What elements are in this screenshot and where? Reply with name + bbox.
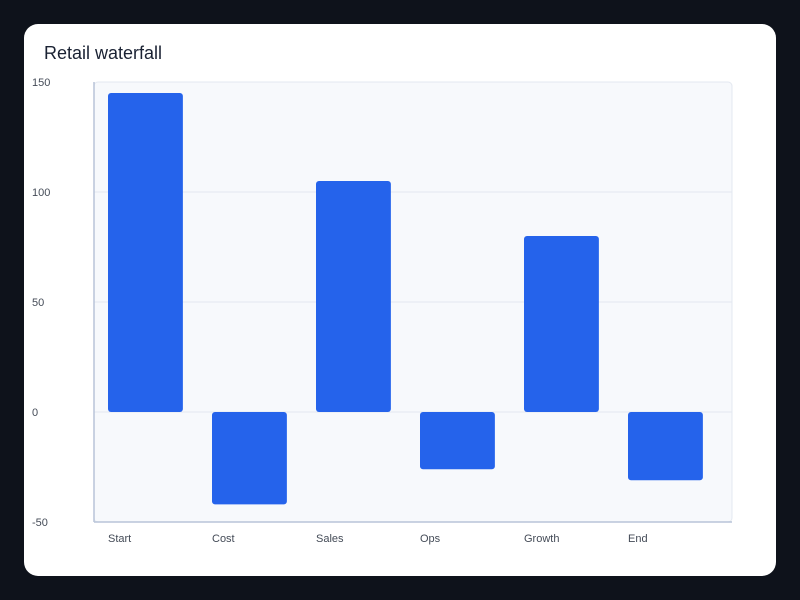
bar: [420, 412, 495, 470]
x-tick-label: End: [628, 533, 648, 545]
y-tick-label: -50: [32, 517, 48, 529]
y-tick-label: 100: [32, 187, 50, 199]
chart-card: Retail waterfall -50 0 50 100 150 Start Cost Sa…: [24, 24, 776, 576]
bar: [316, 181, 391, 412]
x-tick-label: Start: [108, 533, 131, 545]
x-tick-label: Cost: [212, 533, 235, 545]
waterfall-chart: -50 0 50 100 150 Start Cost Sales Ops Growth End: [32, 77, 733, 545]
y-tick-label: 0: [32, 407, 38, 419]
y-tick-label: 150: [32, 77, 50, 89]
bar: [108, 93, 183, 412]
x-tick-label: Ops: [420, 533, 441, 545]
bar: [212, 412, 287, 505]
x-tick-label: Sales: [316, 533, 344, 545]
bar: [524, 236, 599, 412]
chart-title: Retail waterfall: [44, 43, 163, 63]
x-tick-label: Growth: [524, 533, 559, 545]
y-tick-label: 50: [32, 297, 44, 309]
bar: [628, 412, 703, 481]
